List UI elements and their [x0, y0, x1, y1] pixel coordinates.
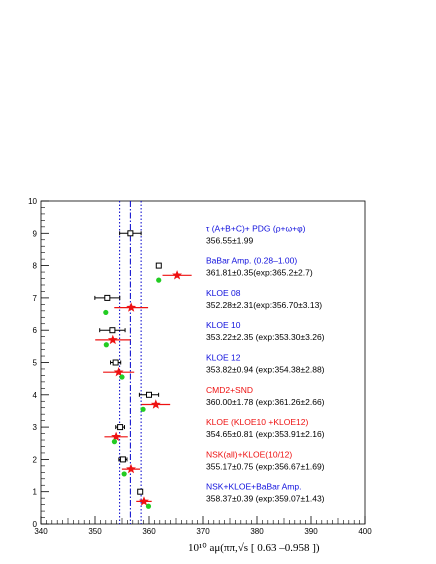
y-tick-label: 6 — [33, 326, 38, 335]
y-tick-label: 5 — [33, 359, 38, 368]
annotation-label: τ (A+B+C)+ PDG (ρ+ω+φ) — [206, 223, 306, 233]
annotation-value: 360.00±1.78 (exp:361.26±2.66) — [206, 397, 325, 407]
data-point-circle — [140, 406, 146, 412]
annotation-value: 361.81±0.35(exp:365.2±2.7) — [206, 268, 313, 278]
y-tick-label: 10 — [28, 197, 37, 206]
data-point-square — [146, 391, 152, 398]
annotation-value: 358.37±0.39 (exp:359.07±1.43) — [206, 494, 325, 504]
data-point-square — [109, 327, 116, 334]
x-tick-label: 390 — [304, 527, 318, 536]
data-point-square — [104, 294, 111, 301]
annotation-value: 354.65±0.81 (exp:353.91±2.16) — [206, 429, 325, 439]
data-point-square — [117, 424, 124, 431]
annotation-value: 352.28±2.31(exp:356.70±3.13) — [206, 300, 322, 310]
data-point-star — [126, 463, 136, 474]
annotation-value: 356.55±1.99 — [206, 235, 253, 245]
annotation-value: 355.17±0.75 (exp:356.67±1.69) — [206, 461, 325, 471]
x-tick-label: 400 — [358, 527, 372, 536]
plot-frame — [40, 200, 366, 525]
annotation-label: KLOE 10 — [206, 320, 241, 330]
data-point-square — [127, 230, 134, 237]
x-tick-label: 350 — [88, 527, 102, 536]
annotation-label: NSK+KLOE+BaBar Amp. — [206, 482, 301, 492]
annotation-label: CMD2+SND — [206, 385, 253, 395]
y-tick-label: 3 — [33, 423, 38, 432]
data-point-star — [150, 399, 161, 409]
data-point-square — [112, 359, 119, 366]
data-point-star — [172, 270, 183, 280]
annotation-label: KLOE 12 — [206, 353, 241, 363]
x-tick-label: 370 — [196, 527, 210, 536]
y-tick-label: 1 — [33, 488, 38, 497]
data-point-circle — [121, 471, 127, 477]
x-tick-label: 360 — [142, 527, 156, 536]
data-point-star — [139, 496, 149, 506]
data-point-square — [155, 262, 162, 269]
data-point-circle — [111, 439, 118, 445]
y-tick-label: 8 — [33, 262, 38, 271]
y-tick-label: 4 — [33, 391, 38, 400]
data-point-star — [107, 334, 118, 345]
x-tick-label: 380 — [250, 527, 264, 536]
data-point-circle — [156, 277, 162, 283]
data-point-circle — [119, 374, 125, 380]
annotation-label: KLOE (KLOE10 +KLOE12) — [206, 417, 308, 427]
annotation-value: 353.22±2.35 (exp:353.30±3.26) — [206, 332, 325, 342]
y-tick-label: 0 — [33, 520, 38, 529]
annotation-label: BaBar Amp. (0.28–1.00) — [206, 256, 297, 266]
annotation-label: KLOE 08 — [206, 288, 241, 298]
data-point-square — [137, 488, 144, 495]
x-axis-label: 10¹⁰ aμ(ππ,√s [ 0.63 –0.958 ]) — [188, 542, 320, 554]
y-tick-label: 9 — [33, 229, 38, 238]
data-point-star — [111, 431, 122, 441]
annotation-value: 353.82±0.94 (exp:354.38±2.88) — [206, 365, 325, 375]
data-point-circle — [145, 503, 152, 509]
y-tick-label: 7 — [33, 294, 38, 303]
data-point-star — [126, 302, 137, 312]
data-point-square — [119, 456, 126, 463]
x-tick-label: 340 — [34, 527, 48, 536]
annotation-label: NSK(all)+KLOE(10/12) — [206, 449, 292, 459]
data-point-star — [113, 366, 124, 377]
data-point-circle — [103, 309, 109, 316]
data-point-circle — [103, 342, 109, 348]
y-tick-label: 2 — [33, 455, 38, 464]
